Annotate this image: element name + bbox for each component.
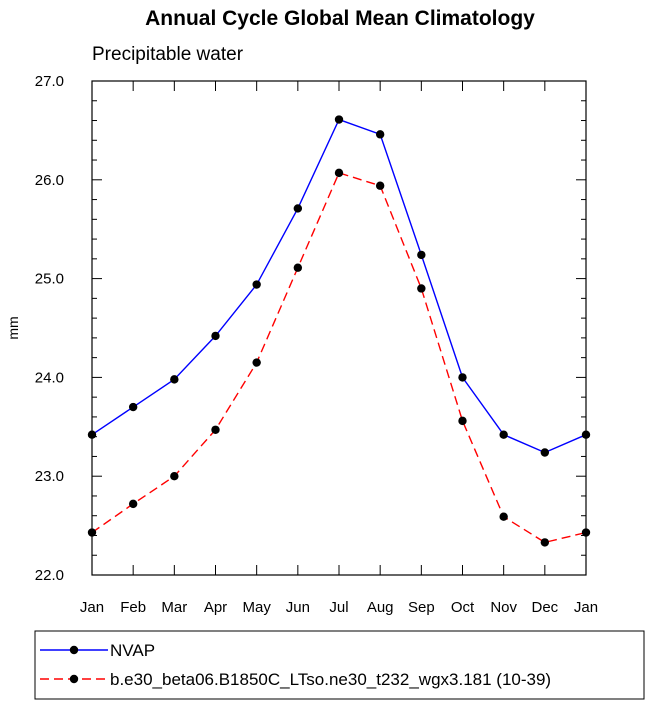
- x-tick-label: Mar: [161, 599, 187, 616]
- legend-entry: b.e30_beta06.B1850C_LTso.ne30_t232_wgx3.…: [40, 670, 551, 689]
- y-tick-label: 22.0: [35, 567, 64, 584]
- x-tick-label: Jun: [286, 599, 310, 616]
- legend-box: [34, 630, 645, 700]
- plot-frame: [91, 80, 587, 576]
- data-point: [499, 430, 508, 439]
- series-layer: [87, 115, 591, 547]
- data-point: [334, 115, 344, 124]
- data-point: [375, 181, 385, 190]
- data-point: [211, 425, 220, 434]
- legend-label: b.e30_beta06.B1850C_LTso.ne30_t232_wgx3.…: [110, 670, 551, 689]
- legend-label: NVAP: [110, 641, 155, 660]
- series-2: [87, 168, 591, 547]
- x-tick-label: Feb: [120, 599, 146, 616]
- data-point: [170, 472, 179, 481]
- data-point: [170, 375, 179, 384]
- data-point: [128, 402, 138, 412]
- data-point: [252, 280, 261, 289]
- data-point: [293, 204, 303, 213]
- data-point: [211, 331, 220, 341]
- data-point: [293, 263, 303, 272]
- series-1: [87, 115, 591, 457]
- data-point: [417, 284, 426, 293]
- data-point: [540, 538, 550, 547]
- chart-subtitle: Precipitable water: [92, 44, 244, 65]
- data-point: [540, 448, 550, 457]
- y-tick-label: 27.0: [35, 73, 64, 90]
- legend-marker: [69, 674, 79, 684]
- x-tick-label: Dec: [531, 599, 558, 616]
- y-tick-label: 23.0: [35, 468, 64, 485]
- data-point: [375, 130, 385, 139]
- tick-labels: Jan Feb Mar Apr May Jun Jul Aug Sep Oct Nov Dec Jan 2…: [35, 73, 598, 616]
- chart-title: Annual Cycle Global Mean Climatology: [145, 7, 535, 30]
- legend: NVAP b.e30_beta06.B1850C_LTso.ne30_t232_w…: [34, 630, 645, 700]
- x-tick-label: Jan: [574, 599, 598, 616]
- y-tick-label: 26.0: [35, 172, 64, 189]
- x-tick-label: Apr: [204, 599, 227, 616]
- series-line: [91, 172, 587, 544]
- y-tick-label: 25.0: [35, 271, 64, 288]
- data-point: [417, 250, 426, 260]
- x-tick-label: Jan: [80, 599, 104, 616]
- x-tick-label: Jul: [329, 599, 348, 616]
- x-tick-label: Oct: [451, 599, 475, 616]
- axis-ticks: [91, 80, 587, 576]
- legend-entry: NVAP: [40, 641, 155, 660]
- y-tick-label: 24.0: [35, 369, 64, 386]
- data-point: [252, 358, 261, 367]
- x-tick-label: Aug: [367, 599, 394, 616]
- y-axis-label: mm: [5, 316, 21, 339]
- data-point: [458, 416, 467, 426]
- x-tick-label: May: [242, 599, 271, 616]
- data-point: [458, 373, 467, 382]
- data-point: [334, 168, 344, 178]
- x-tick-label: Sep: [408, 599, 435, 616]
- legend-marker: [69, 645, 79, 655]
- data-point: [128, 499, 138, 509]
- data-point: [499, 512, 508, 521]
- x-tick-label: Nov: [490, 599, 517, 616]
